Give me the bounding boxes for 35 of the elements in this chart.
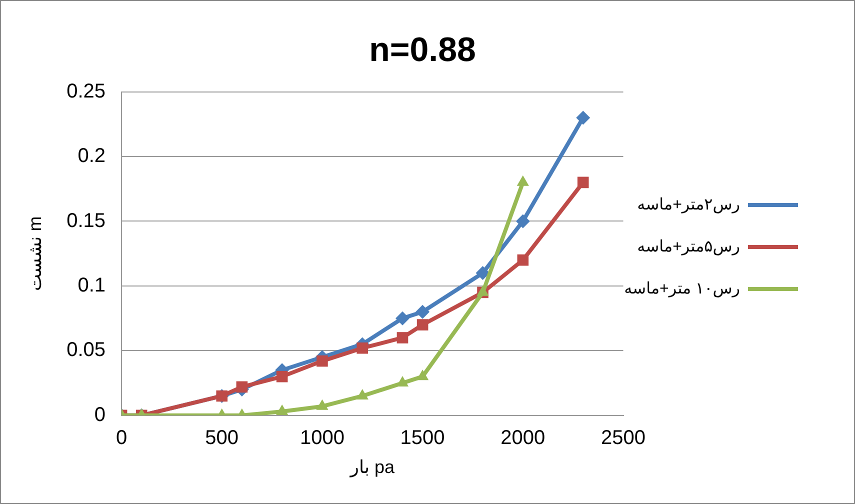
point: [516, 214, 530, 228]
y-tick-label: 0.15: [66, 210, 106, 232]
point: [356, 342, 368, 354]
x-tick-label: 0: [116, 426, 128, 449]
legend-label: رس۵متر+ماسه: [637, 238, 740, 256]
x-tick-label: 1000: [300, 426, 344, 449]
point: [395, 311, 410, 326]
x-tick-label: 2000: [500, 426, 546, 449]
y-tick-label: 0.2: [78, 145, 106, 168]
point: [236, 381, 248, 393]
y-tick-label: 0.1: [78, 274, 106, 296]
point: [316, 399, 328, 410]
point: [356, 388, 368, 400]
point: [416, 304, 430, 319]
point: [416, 319, 428, 330]
point: [416, 370, 429, 380]
point: [476, 266, 490, 280]
y-tick-label: 0.05: [66, 339, 106, 362]
point: [517, 254, 529, 266]
point: [316, 355, 328, 367]
y-tick-label: 0.25: [66, 80, 106, 102]
y-tick-label: 0: [94, 404, 106, 426]
x-tick-label: 500: [205, 426, 239, 449]
legend-label: رس۲متر+ماسه: [637, 196, 740, 214]
point: [276, 370, 288, 382]
point: [576, 110, 590, 125]
point: [577, 176, 589, 188]
chart-title: n=0.88: [369, 30, 476, 69]
point: [276, 404, 288, 416]
x-tick-label: 2500: [601, 426, 646, 449]
legend-label: رس۱۰ متر+ماسه: [624, 280, 740, 298]
point: [396, 332, 408, 344]
x-axis-title: بار pa: [349, 457, 396, 478]
x-tick-label: 1500: [400, 426, 445, 449]
y-axis-title: نشست m: [24, 216, 45, 292]
